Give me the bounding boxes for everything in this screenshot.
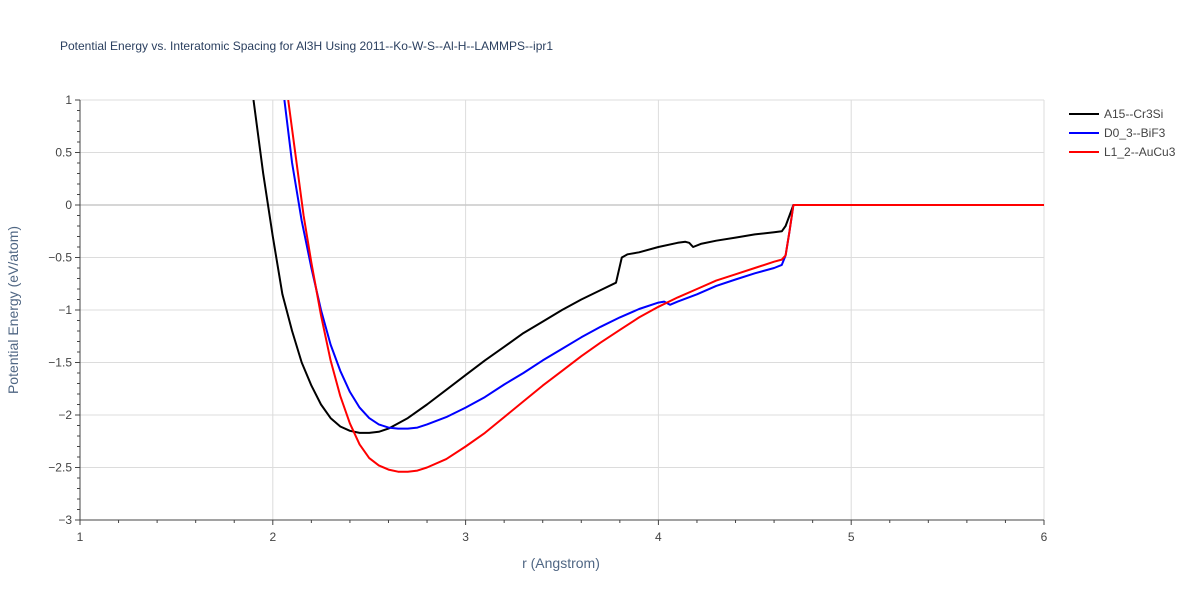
series-line-A15--Cr3Si [252, 100, 1044, 434]
chart-title: Potential Energy vs. Interatomic Spacing… [60, 39, 553, 53]
x-tick-label: 6 [1041, 530, 1048, 544]
legend[interactable]: A15--Cr3Si D0_3--BiF3 L1_2--AuCu3 [1069, 107, 1176, 159]
x-tick-label: 2 [269, 530, 276, 544]
series-line-D0_3--BiF3 [283, 100, 1044, 430]
x-tick-label: 4 [655, 530, 662, 544]
y-tick-label: 1 [65, 93, 72, 107]
x-tick-label: 1 [77, 530, 84, 544]
x-tick-label: 5 [848, 530, 855, 544]
x-tick-label: 3 [462, 530, 469, 544]
y-tick-label: −1.5 [48, 356, 72, 370]
legend-item[interactable]: A15--Cr3Si [1069, 107, 1163, 121]
legend-label: L1_2--AuCu3 [1104, 145, 1176, 159]
y-tick-label: 0 [65, 198, 72, 212]
legend-label: A15--Cr3Si [1104, 107, 1163, 121]
series-line-L1_2--AuCu3 [287, 100, 1044, 473]
y-tick-label: −1 [58, 303, 72, 317]
plot-area [252, 100, 1044, 473]
x-tick-labels: 1 2 3 4 5 6 [77, 530, 1048, 544]
y-tick-label: −2.5 [48, 461, 72, 475]
y-tick-label: −2 [58, 408, 72, 422]
y-tick-label: 0.5 [55, 146, 72, 160]
x-axis-title: r (Angstrom) [522, 555, 600, 571]
legend-label: D0_3--BiF3 [1104, 126, 1166, 140]
legend-item[interactable]: D0_3--BiF3 [1069, 126, 1166, 140]
y-axis-title: Potential Energy (eV/atom) [5, 226, 21, 394]
y-tick-label: −0.5 [48, 251, 72, 265]
y-tick-label: −3 [58, 513, 72, 527]
axes [75, 99, 1045, 525]
legend-item[interactable]: L1_2--AuCu3 [1069, 145, 1176, 159]
y-tick-labels: −3 −2.5 −2 −1.5 −1 −0.5 0 0.5 1 [48, 93, 72, 527]
